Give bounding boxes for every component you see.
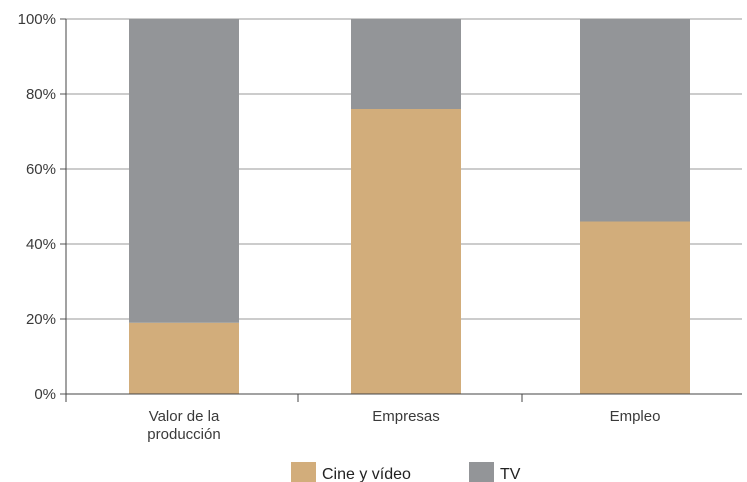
- bar-segment: [129, 19, 239, 323]
- axes: [65, 19, 742, 402]
- bar-segment: [129, 322, 239, 394]
- bars: [129, 19, 690, 394]
- bar-segment: [580, 221, 690, 394]
- y-tick-label: 60%: [26, 161, 56, 178]
- legend-label: TV: [500, 466, 521, 482]
- legend-swatch: [291, 462, 316, 482]
- legend-swatch: [469, 462, 494, 482]
- y-tick-label: 40%: [26, 236, 56, 253]
- x-category-label: Empresas: [372, 408, 440, 425]
- bar-segment: [580, 19, 690, 222]
- y-axis-ticks: 0% 20% 40% 60% 80% 100%: [18, 11, 66, 403]
- x-category-label: Valor de la: [149, 408, 220, 425]
- x-category-label: producción: [147, 426, 220, 443]
- x-category-label: Empleo: [610, 408, 661, 425]
- legend: Cine y vídeo TV: [291, 462, 521, 482]
- bar-segment: [351, 109, 461, 394]
- y-tick-label: 100%: [18, 11, 56, 28]
- y-tick-label: 20%: [26, 311, 56, 328]
- bar-segment: [351, 19, 461, 109]
- y-tick-label: 80%: [26, 86, 56, 103]
- legend-label: Cine y vídeo: [322, 466, 411, 482]
- y-tick-label: 0%: [34, 386, 56, 403]
